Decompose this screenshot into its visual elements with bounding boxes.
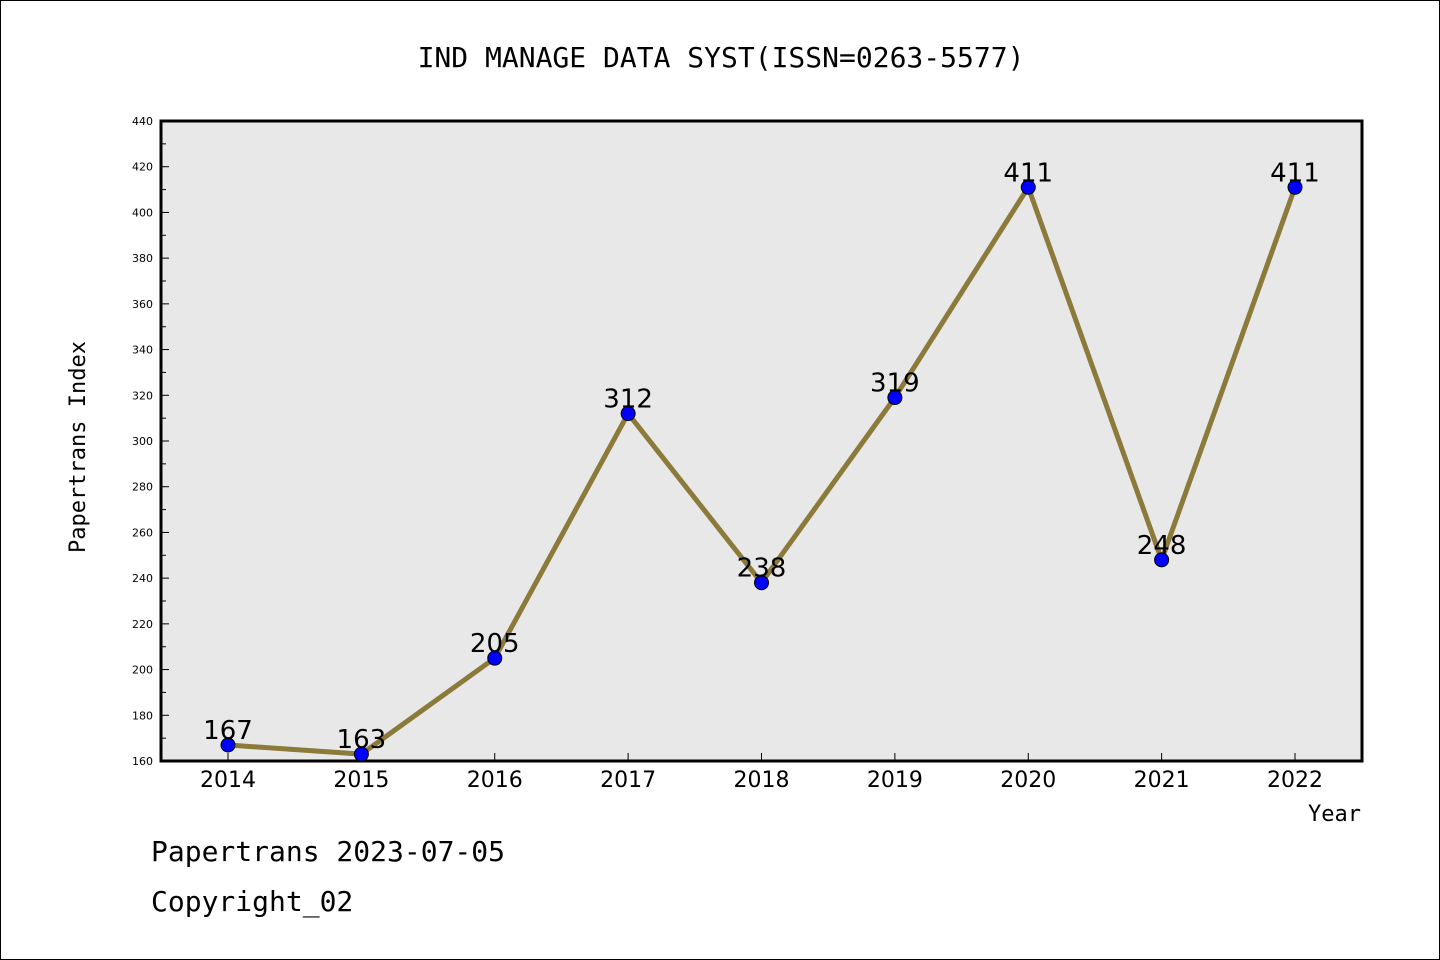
x-tick-label: 2018 (734, 768, 790, 793)
y-tick-label: 320 (132, 389, 153, 402)
data-label: 248 (1137, 531, 1187, 561)
y-tick-label: 260 (132, 526, 153, 539)
data-point (353, 746, 369, 762)
y-tick-label: 280 (132, 481, 153, 494)
x-tick-label: 2017 (600, 768, 656, 793)
data-labels: 167 163 205 312 238 319 411 248 411 (203, 158, 1320, 755)
x-tick-label: 2021 (1134, 768, 1190, 793)
y-axis-label: Papertrans Index (66, 341, 91, 553)
data-point (887, 390, 903, 406)
footer-copyright: Copyright_02 (151, 885, 354, 918)
y-tick-label: 360 (132, 298, 153, 311)
data-point (220, 737, 236, 753)
y-tick-label: 440 (132, 115, 153, 128)
y-tick-label: 220 (132, 618, 153, 631)
chart-title: IND MANAGE DATA SYST(ISSN=0263-5577) (418, 41, 1025, 74)
y-tick-label: 240 (132, 572, 153, 585)
footer-date: Papertrans 2023-07-05 (151, 835, 506, 868)
y-tick-label: 420 (132, 161, 153, 174)
y-tick-label: 160 (132, 755, 153, 768)
y-tick-label: 300 (132, 435, 153, 448)
data-point (487, 650, 503, 666)
data-label: 312 (603, 385, 653, 415)
y-tick-label: 180 (132, 709, 153, 722)
x-tick-label: 2022 (1267, 768, 1323, 793)
data-label: 411 (1003, 158, 1053, 188)
y-tick-label: 380 (132, 252, 153, 265)
data-label: 411 (1270, 158, 1320, 188)
data-point (1154, 552, 1170, 568)
data-label: 163 (337, 725, 387, 755)
x-tick-label: 2014 (200, 768, 256, 793)
x-tick-label: 2019 (867, 768, 923, 793)
data-point (1020, 179, 1036, 195)
data-label: 167 (203, 716, 253, 746)
x-axis: 2014 2015 2016 2017 2018 2019 2020 2021 2022 (200, 753, 1323, 793)
y-axis: 160 180 200 220 240 260 280 300 320 340 360 380 400 4… (132, 115, 169, 768)
data-point (754, 575, 769, 591)
x-axis-label: Year (1308, 802, 1361, 827)
data-point (620, 406, 636, 422)
data-label: 319 (870, 369, 920, 399)
x-tick-label: 2016 (467, 768, 523, 793)
data-markers (220, 179, 1303, 762)
data-label: 205 (470, 629, 520, 659)
data-point (1287, 179, 1303, 195)
y-tick-label: 200 (132, 664, 153, 677)
y-tick-label: 340 (132, 344, 153, 357)
plot-area (159, 119, 1364, 763)
x-tick-label: 2020 (1000, 768, 1056, 793)
y-tick-label: 400 (132, 206, 153, 219)
x-tick-label: 2015 (333, 768, 389, 793)
data-label: 238 (737, 554, 787, 584)
